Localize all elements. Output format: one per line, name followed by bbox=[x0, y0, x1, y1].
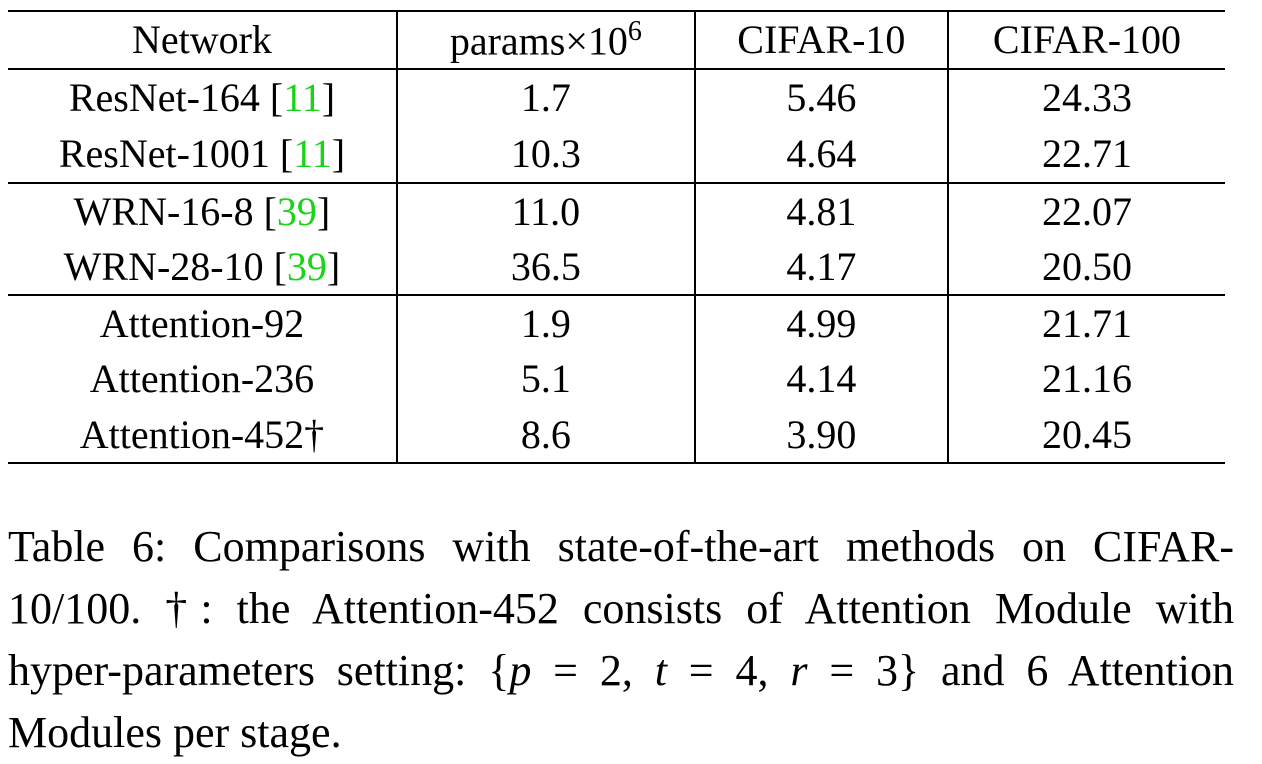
caption-eq-r: = 3} bbox=[807, 646, 920, 695]
caption-eq-p: = 2, bbox=[531, 646, 655, 695]
params-cell: 1.7 bbox=[396, 69, 696, 126]
network-cell: WRN-16-8 [39] bbox=[8, 182, 398, 239]
header-params-base: params bbox=[449, 18, 566, 64]
citation-link[interactable]: 11 bbox=[283, 75, 322, 120]
header-params-times: ×10 bbox=[565, 18, 628, 64]
table-row: ResNet-164 [11] 1.7 5.46 24.33 bbox=[8, 69, 1225, 126]
caption-var-t: t bbox=[654, 646, 667, 695]
cifar100-cell: 22.07 bbox=[947, 182, 1225, 239]
params-cell: 8.6 bbox=[396, 407, 696, 464]
header-params: params×106 bbox=[396, 10, 696, 70]
caption-text-end: and 6 Attention Modules per stage. bbox=[8, 646, 1234, 757]
cifar10-cell: 4.81 bbox=[694, 182, 949, 239]
group-wrn: WRN-16-8 [39] 11.0 4.81 22.07 WRN-28-10 … bbox=[8, 182, 1225, 295]
network-name: ResNet-164 [ bbox=[68, 75, 284, 120]
cifar10-cell: 4.99 bbox=[694, 294, 949, 351]
table-row: ResNet-1001 [11] 10.3 4.64 22.71 bbox=[8, 126, 1225, 183]
citation-close: ] bbox=[326, 243, 341, 289]
table-row: Attention-92 1.9 4.99 21.71 bbox=[8, 294, 1225, 351]
network-cell: WRN-28-10 [39] bbox=[8, 239, 398, 295]
header-row: Network params×106 CIFAR-10 CIFAR-100 bbox=[8, 10, 1225, 70]
citation-close: ] bbox=[316, 188, 331, 234]
params-cell: 5.1 bbox=[396, 351, 696, 407]
caption-var-r: r bbox=[790, 646, 808, 695]
cifar100-cell: 21.71 bbox=[947, 294, 1225, 351]
caption-text: Table 6: Comparisons with state-of-the-a… bbox=[8, 522, 1234, 695]
table-row: WRN-16-8 [39] 11.0 4.81 22.07 bbox=[8, 182, 1225, 239]
citation-close: ] bbox=[321, 75, 336, 120]
caption-var-p: p bbox=[509, 646, 532, 695]
cifar100-cell: 20.50 bbox=[1041, 243, 1132, 289]
citation-link[interactable]: 11 bbox=[293, 131, 332, 176]
group-attention: Attention-92 1.9 4.99 21.71 Attention-23… bbox=[8, 294, 1225, 464]
results-table: Network params×106 CIFAR-10 CIFAR-100 Re… bbox=[8, 10, 1225, 464]
network-cell: Attention-452† bbox=[8, 407, 398, 464]
citation-close: ] bbox=[331, 131, 346, 176]
cifar10-cell: 4.17 bbox=[694, 239, 949, 295]
cifar10-cell: 4.64 bbox=[694, 126, 949, 183]
network-cell: ResNet-164 [11] bbox=[8, 69, 398, 126]
table-row: Attention-452† 8.6 3.90 20.45 bbox=[8, 407, 1225, 464]
caption-eq-t: = 4, bbox=[666, 646, 791, 695]
group-resnet: ResNet-164 [11] 1.7 5.46 24.33 ResNet-10… bbox=[8, 69, 1225, 183]
cifar100-cell: 24.33 bbox=[1041, 75, 1132, 120]
cifar100-cell-best: 20.45 bbox=[947, 407, 1225, 464]
network-name: WRN-28-10 [ bbox=[63, 243, 287, 289]
cifar10-cell: 5.46 bbox=[694, 69, 949, 126]
network-name: WRN-16-8 [ bbox=[73, 188, 277, 234]
network-cell: Attention-92 bbox=[8, 294, 398, 351]
header-network: Network bbox=[8, 10, 398, 70]
params-cell: 1.9 bbox=[396, 294, 696, 351]
citation-link[interactable]: 39 bbox=[276, 188, 317, 234]
cifar10-cell-best: 3.90 bbox=[694, 407, 949, 464]
network-cell: ResNet-1001 [11] bbox=[8, 126, 398, 183]
header-cifar100: CIFAR-100 bbox=[947, 10, 1225, 70]
cifar10-cell: 4.14 bbox=[694, 351, 949, 407]
cifar100-cell: 21.16 bbox=[1041, 356, 1132, 401]
network-name: ResNet-1001 [ bbox=[58, 131, 294, 176]
header-params-exp: 6 bbox=[627, 16, 642, 48]
params-cell: 36.5 bbox=[396, 239, 696, 295]
params-cell: 11.0 bbox=[396, 182, 696, 239]
table-caption: Table 6: Comparisons with state-of-the-a… bbox=[8, 516, 1234, 764]
params-cell: 10.3 bbox=[396, 126, 696, 183]
network-cell: Attention-236 bbox=[8, 351, 398, 407]
table-row: WRN-28-10 [39] 36.5 4.17 20.50 bbox=[8, 239, 1225, 295]
cifar100-cell: 22.71 bbox=[1041, 131, 1132, 176]
citation-link[interactable]: 39 bbox=[286, 243, 327, 289]
table-row: Attention-236 5.1 4.14 21.16 bbox=[8, 351, 1225, 407]
header-cifar10: CIFAR-10 bbox=[694, 10, 949, 70]
